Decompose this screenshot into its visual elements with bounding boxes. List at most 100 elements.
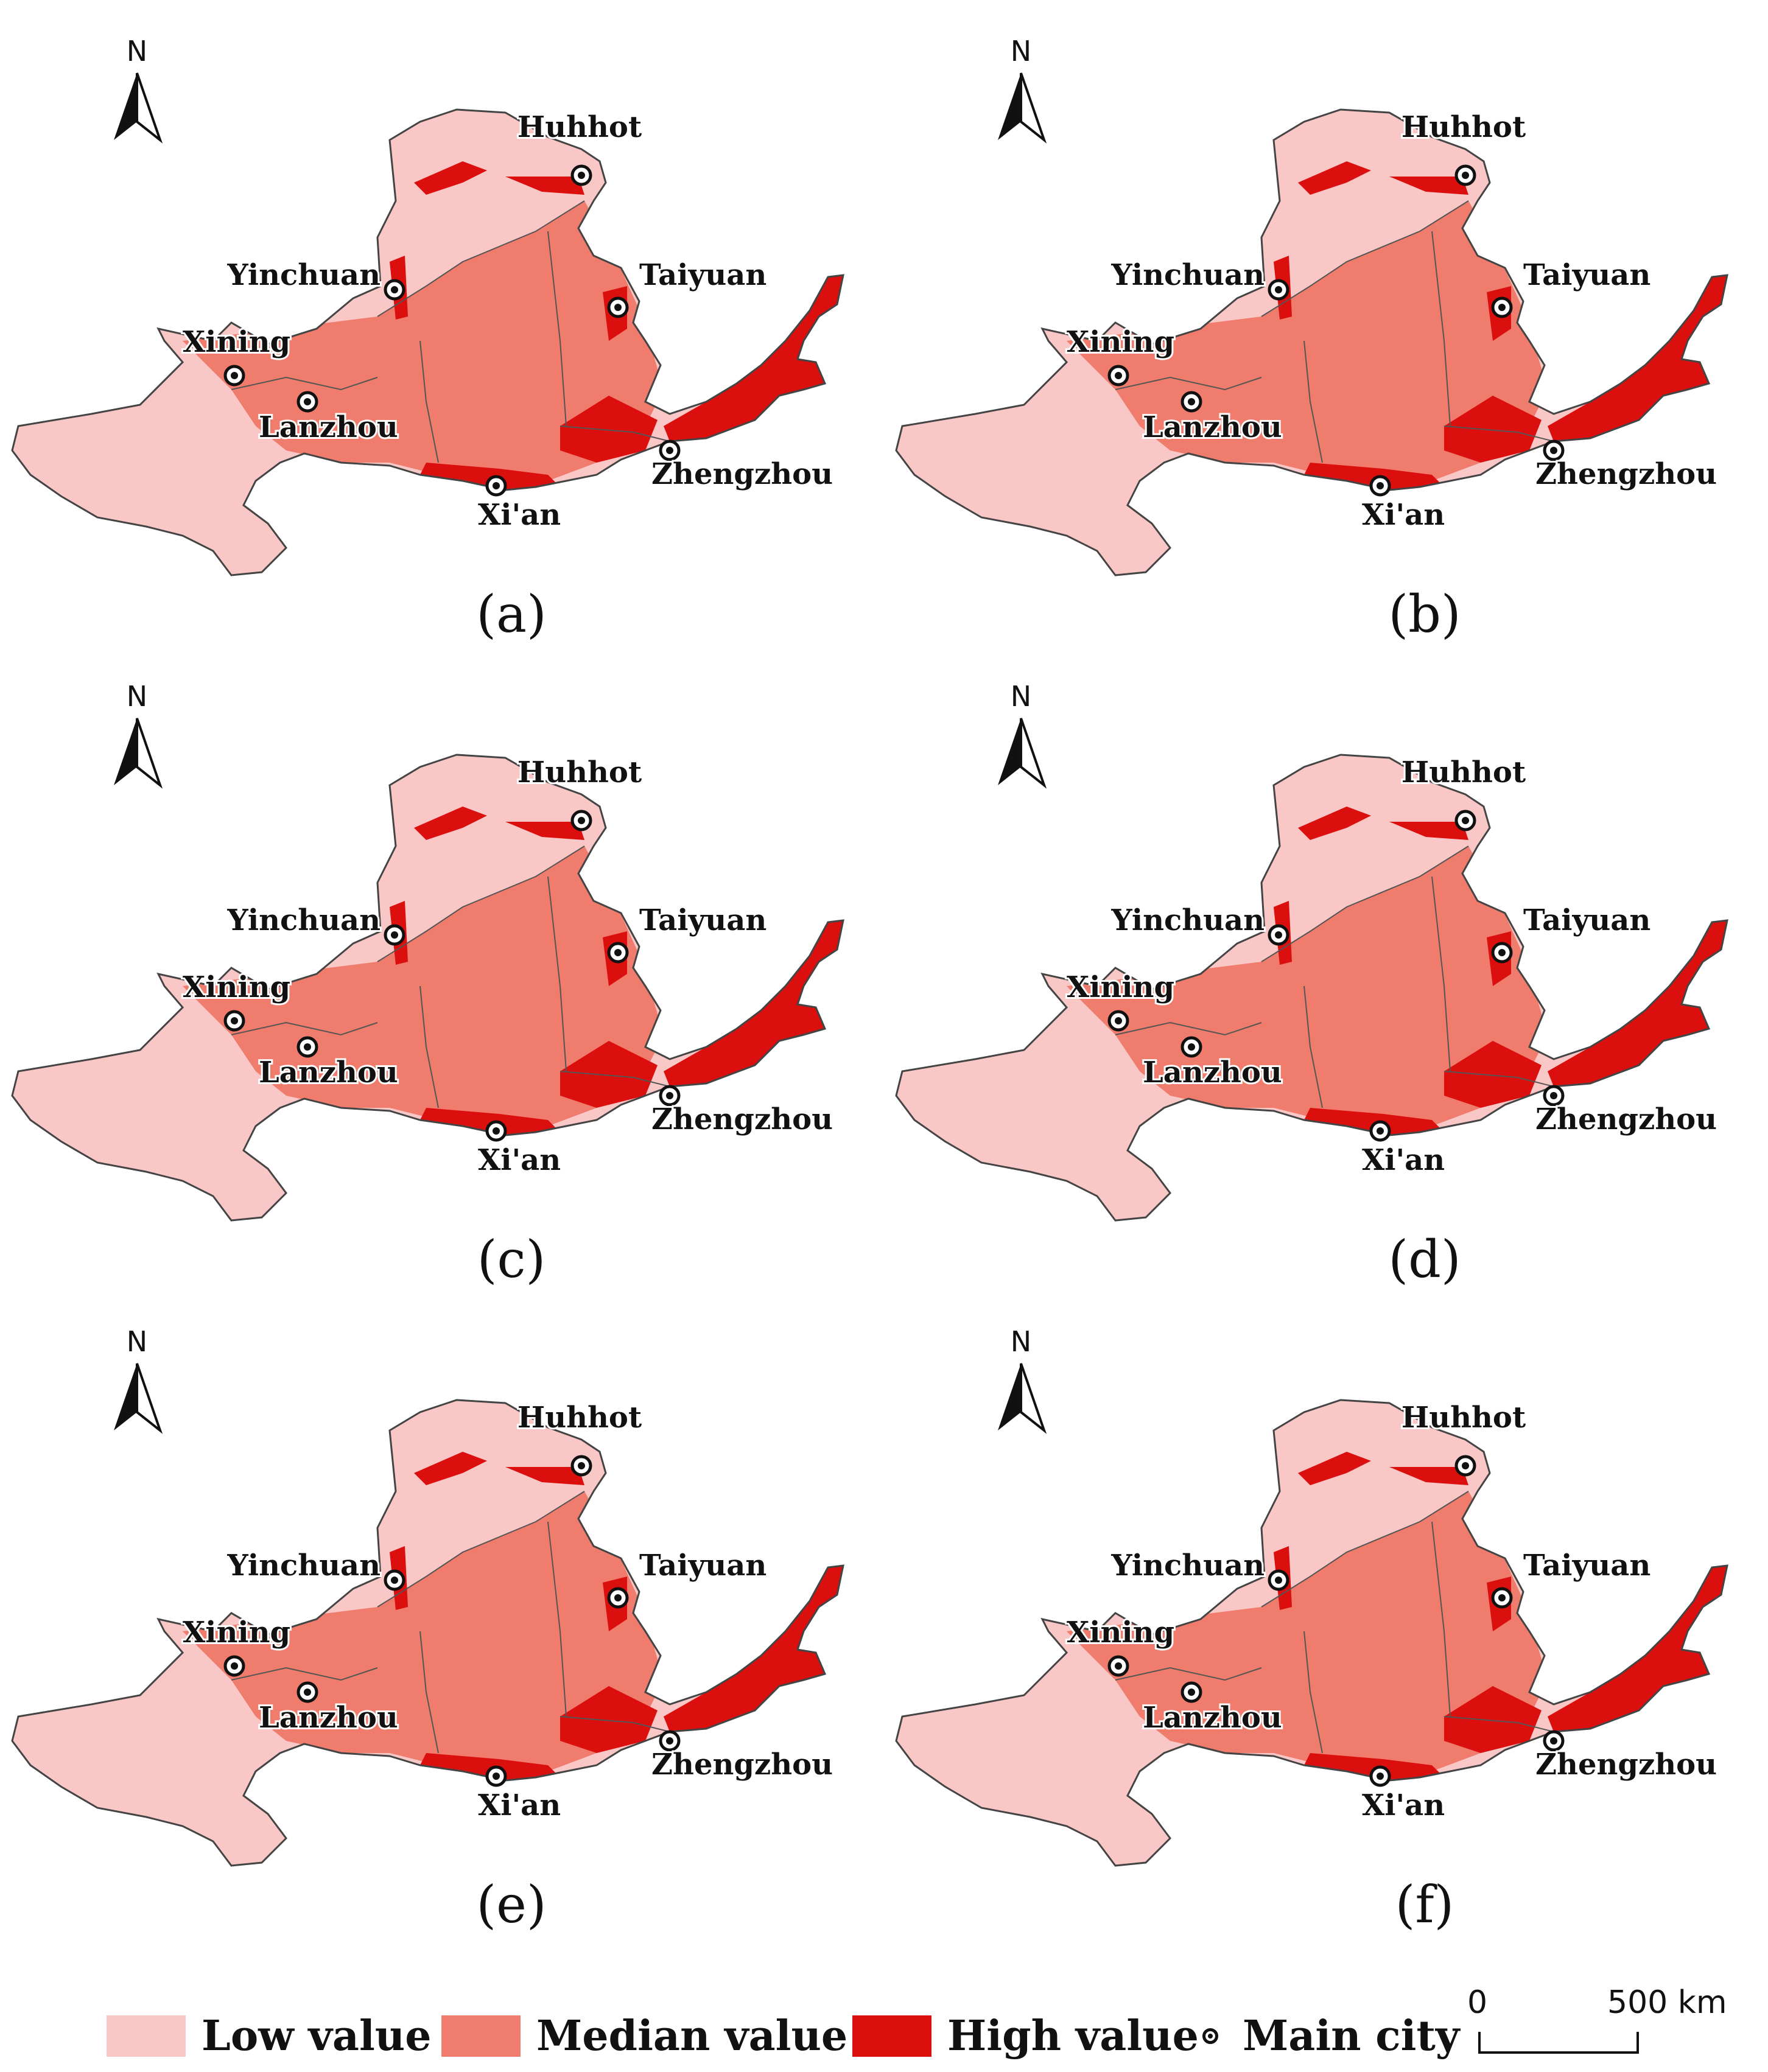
city-taiyuan: Taiyuan	[607, 901, 768, 964]
city-label: Taiyuan	[1523, 903, 1650, 937]
north-arrow-icon: N	[998, 680, 1047, 789]
city-label: Huhhot	[1401, 1401, 1526, 1435]
map-panel-b: N Huhhot Yinchuan Taiyuan Xining Lanzhou Xi'an…	[884, 0, 1768, 645]
sub-basin-boundary	[1444, 425, 1554, 442]
legend: Low value Median value High value Main c…	[0, 1978, 1768, 2072]
city-zhengzhou: Zhengzhou	[1534, 1730, 1719, 1783]
panel-label: (b)	[1388, 584, 1461, 644]
city-huhhot: Huhhot	[1400, 108, 1528, 186]
city-huhhot: Huhhot	[1400, 754, 1528, 831]
city-label: Yinchuan	[1110, 1549, 1265, 1583]
basin-map: N Huhhot Yinchuan Taiyuan Xining Lanzhou Xi'an…	[11, 1325, 844, 1867]
high-value-area	[664, 920, 843, 1087]
high-value-area	[1298, 807, 1371, 840]
basin-boundary	[11, 754, 844, 1222]
sub-basin-boundary	[1261, 1491, 1469, 1608]
city-label: Xining	[183, 325, 290, 359]
city-yinchuan: Yinchuan	[225, 256, 405, 301]
city-label: Huhhot	[1401, 755, 1526, 789]
legend-high-label: High value	[947, 2012, 1199, 2060]
city-yinchuan: Yinchuan	[1109, 256, 1289, 301]
city-label: Zhengzhou	[1535, 1102, 1717, 1136]
city-xian: Xi'an	[476, 475, 563, 534]
city-label: Huhhot	[517, 755, 642, 789]
city-lanzhou: Lanzhou	[257, 1681, 400, 1737]
sub-basin-boundary	[1261, 845, 1469, 962]
sub-basin-boundary	[1115, 1667, 1262, 1681]
city-xian: Xi'an	[476, 1120, 563, 1179]
city-lanzhou: Lanzhou	[257, 1036, 400, 1091]
sub-basin-boundary	[1431, 231, 1451, 427]
legend-median-swatch	[441, 2015, 521, 2057]
city-label: Yinchuan	[1110, 258, 1265, 292]
sub-basin-boundary	[1303, 340, 1323, 463]
city-taiyuan: Taiyuan	[607, 1547, 768, 1609]
high-value-area	[414, 807, 487, 840]
low-value-area	[390, 1412, 548, 1577]
sub-basin-boundary	[1115, 1021, 1262, 1036]
legend-median-label: Median value	[536, 2012, 848, 2060]
high-value-area	[1389, 177, 1468, 195]
sub-basin-boundary	[1444, 1071, 1554, 1087]
city-huhhot: Huhhot	[516, 108, 644, 186]
map-panel-a: N Huhhot Yinchuan Taiyuan Xining Lanzhou Xi'an…	[0, 0, 884, 645]
city-taiyuan: Taiyuan	[1491, 901, 1652, 964]
city-label: Lanzhou	[259, 410, 398, 444]
basin-map: N Huhhot Yinchuan Taiyuan Xining Lanzhou Xi'an…	[895, 35, 1728, 576]
city-label: Huhhot	[517, 110, 642, 144]
sub-basin-boundary	[377, 845, 585, 962]
panel-label: (a)	[476, 584, 547, 644]
city-label: Xi'an	[1362, 1143, 1445, 1177]
city-huhhot: Huhhot	[516, 1399, 644, 1477]
city-huhhot: Huhhot	[516, 754, 644, 831]
city-label: Yinchuan	[1110, 903, 1265, 937]
city-label: Taiyuan	[639, 903, 766, 937]
low-value-area	[1274, 122, 1432, 286]
city-xining: Xining	[1065, 323, 1176, 387]
city-label: Huhhot	[1401, 110, 1526, 144]
legend-city-label: Main city	[1243, 2012, 1460, 2060]
city-taiyuan: Taiyuan	[1491, 1547, 1652, 1609]
city-lanzhou: Lanzhou	[1141, 391, 1284, 446]
city-label: Lanzhou	[259, 1055, 398, 1090]
north-arrow-icon: N	[998, 1325, 1047, 1434]
city-yinchuan: Yinchuan	[1109, 1547, 1289, 1591]
city-huhhot: Huhhot	[1400, 1399, 1528, 1477]
map-panel-e: N Huhhot Yinchuan Taiyuan Xining Lanzhou Xi'an…	[0, 1290, 884, 1936]
city-zhengzhou: Zhengzhou	[1534, 439, 1719, 493]
city-label: Taiyuan	[1523, 258, 1650, 292]
city-label: Yinchuan	[226, 903, 381, 937]
panel-label: (d)	[1388, 1230, 1461, 1289]
sub-basin-boundary	[1115, 376, 1262, 391]
high-value-area	[1389, 822, 1468, 840]
high-value-area	[560, 396, 658, 463]
sub-basin-boundary	[547, 231, 567, 427]
city-xining: Xining	[181, 323, 292, 387]
city-label: Lanzhou	[1143, 1055, 1282, 1090]
city-lanzhou: Lanzhou	[1141, 1036, 1284, 1091]
high-value-area	[414, 161, 487, 195]
legend-main-city: Main city	[1202, 2012, 1459, 2060]
north-label: N	[1011, 35, 1031, 68]
city-label: Xining	[183, 1615, 290, 1650]
high-value-area	[1548, 920, 1727, 1087]
basin-map: N Huhhot Yinchuan Taiyuan Xining Lanzhou Xi'an…	[11, 35, 844, 576]
city-label: Xi'an	[478, 1143, 561, 1177]
city-xian: Xi'an	[1360, 1765, 1447, 1824]
north-arrow-icon: N	[114, 1325, 163, 1434]
basin-boundary	[11, 1399, 844, 1867]
city-xian: Xi'an	[476, 1765, 563, 1824]
city-zhengzhou: Zhengzhou	[650, 1730, 835, 1783]
city-label: Taiyuan	[639, 1549, 766, 1583]
legend-high-value: High value	[852, 2012, 1199, 2060]
high-value-area	[1389, 1467, 1468, 1485]
basin-boundary	[895, 1399, 1728, 1867]
city-label: Zhengzhou	[1535, 457, 1717, 491]
city-label: Taiyuan	[639, 258, 766, 292]
north-label: N	[1011, 680, 1031, 713]
sub-basin-boundary	[547, 876, 567, 1072]
high-value-area	[1298, 161, 1371, 195]
city-label: Lanzhou	[259, 1701, 398, 1735]
sub-basin-boundary	[1303, 1631, 1323, 1754]
legend-median-value: Median value	[441, 2012, 847, 2060]
